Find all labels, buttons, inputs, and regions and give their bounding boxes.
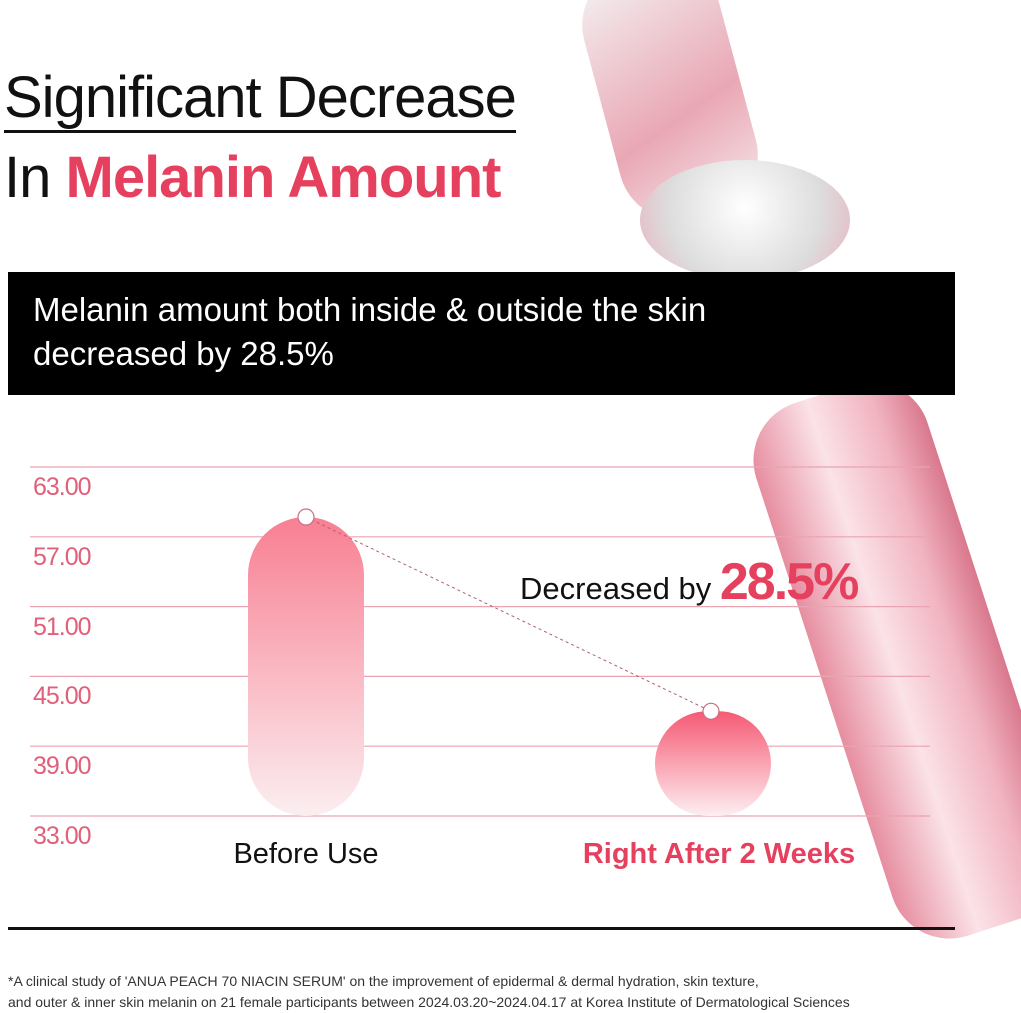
bar-before (248, 517, 364, 816)
annotation-prefix: Decreased by (520, 571, 720, 606)
y-tick-label: 45.00 (33, 682, 92, 711)
title-prefix: In (4, 145, 66, 210)
data-point-marker (297, 508, 315, 526)
divider (8, 927, 955, 930)
footnote-line-2: and outer & inner skin melanin on 21 fem… (8, 994, 850, 1010)
banner-line-1: Melanin amount both inside & outside the… (33, 291, 707, 328)
y-tick-label: 51.00 (33, 612, 92, 641)
footnote: *A clinical study of 'ANUA PEACH 70 NIAC… (8, 971, 850, 1013)
category-label-before: Before Use (233, 838, 379, 870)
footnote-line-1: *A clinical study of 'ANUA PEACH 70 NIAC… (8, 973, 759, 989)
y-tick-label: 57.00 (33, 542, 92, 571)
annotation-value: 28.5% (719, 553, 859, 611)
title-line-2: In Melanin Amount (4, 145, 502, 210)
banner-line-2: decreased by 28.5% (33, 335, 334, 372)
title-highlight: Melanin Amount (65, 145, 502, 210)
y-tick-label: 33.00 (33, 822, 92, 850)
title-line-1: Significant Decrease (4, 66, 517, 133)
connector-line (305, 516, 712, 712)
summary-banner: Melanin amount both inside & outside the… (8, 272, 955, 395)
y-tick-label: 39.00 (33, 752, 92, 781)
decrease-annotation: Decreased by 28.5% (520, 552, 859, 612)
data-point-marker (702, 702, 720, 720)
y-tick-label: 63.00 (33, 473, 92, 501)
category-label-after: Right After 2 Weeks (582, 838, 856, 870)
bar-after (655, 711, 771, 816)
serum-bubble-image (640, 160, 850, 280)
